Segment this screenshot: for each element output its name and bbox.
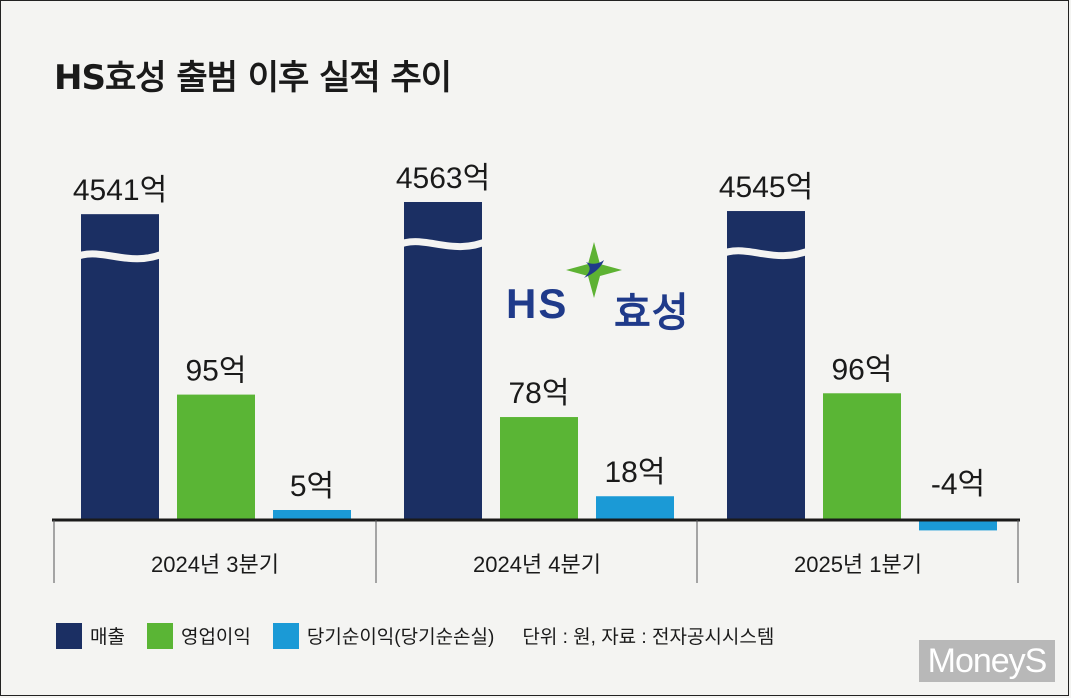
legend-item-net-income: 당기순이익(당기순손실) <box>272 622 495 649</box>
data-label-s1-c2: 96억 <box>832 353 893 386</box>
hyosung-star-icon <box>566 242 622 298</box>
moneys-watermark: MoneyS <box>919 640 1055 682</box>
legend-swatch-net-income <box>272 622 299 649</box>
bar-s2-c0 <box>273 510 351 520</box>
axis-break-mark-c0 <box>71 248 169 263</box>
axis-break-mark-c2 <box>717 245 815 260</box>
unit-source-note: 단위 : 원, 자료 : 전자공시시스템 <box>522 627 775 648</box>
bar-s0-c1 <box>404 202 482 520</box>
category-label-2: 2025년 1분기 <box>794 552 922 577</box>
data-label-s2-c2: -4억 <box>931 468 985 501</box>
bar-s0-c2 <box>727 211 805 521</box>
logo-hs-text: HS <box>506 280 569 327</box>
legend-label-operating-profit: 영업이익 <box>180 627 251 648</box>
data-label-s1-c1: 78억 <box>509 377 570 410</box>
bar-s1-c0 <box>177 394 255 520</box>
hs-hyosung-logo: HS 효성 <box>506 240 696 336</box>
chart-title: HS효성 출범 이후 실적 추이 <box>54 58 452 98</box>
legend-swatch-operating-profit <box>146 622 173 649</box>
bar-s2-c1 <box>596 496 674 520</box>
legend-item-sales: 매출 <box>56 622 125 649</box>
bar-s1-c2 <box>823 393 901 520</box>
bar-s1-c1 <box>500 417 578 520</box>
legend-label-net-income: 당기순이익(당기순손실) <box>306 627 495 648</box>
data-label-s0-c0: 4541억 <box>73 174 167 207</box>
data-label-s0-c2: 4545억 <box>719 171 813 204</box>
data-label-s2-c0: 5억 <box>290 470 334 503</box>
axis-break-mark-c1 <box>394 236 492 251</box>
data-label-s1-c0: 95억 <box>186 355 247 388</box>
data-label-s2-c1: 18억 <box>605 456 666 489</box>
logo-hyosung-text: 효성 <box>614 290 690 336</box>
legend-item-operating-profit: 영업이익 <box>146 622 251 649</box>
category-label-1: 2024년 4분기 <box>473 552 601 577</box>
legend-label-sales: 매출 <box>90 627 125 648</box>
bar-s0-c0 <box>81 214 159 520</box>
legend: 매출 영업이익 당기순이익(당기순손실) 단위 : 원, 자료 : 전자공시시스… <box>56 622 774 649</box>
bar-s2-c2 <box>919 520 997 531</box>
data-label-s0-c1: 4563억 <box>396 162 490 195</box>
category-label-0: 2024년 3분기 <box>151 552 279 577</box>
legend-swatch-sales <box>56 622 82 649</box>
